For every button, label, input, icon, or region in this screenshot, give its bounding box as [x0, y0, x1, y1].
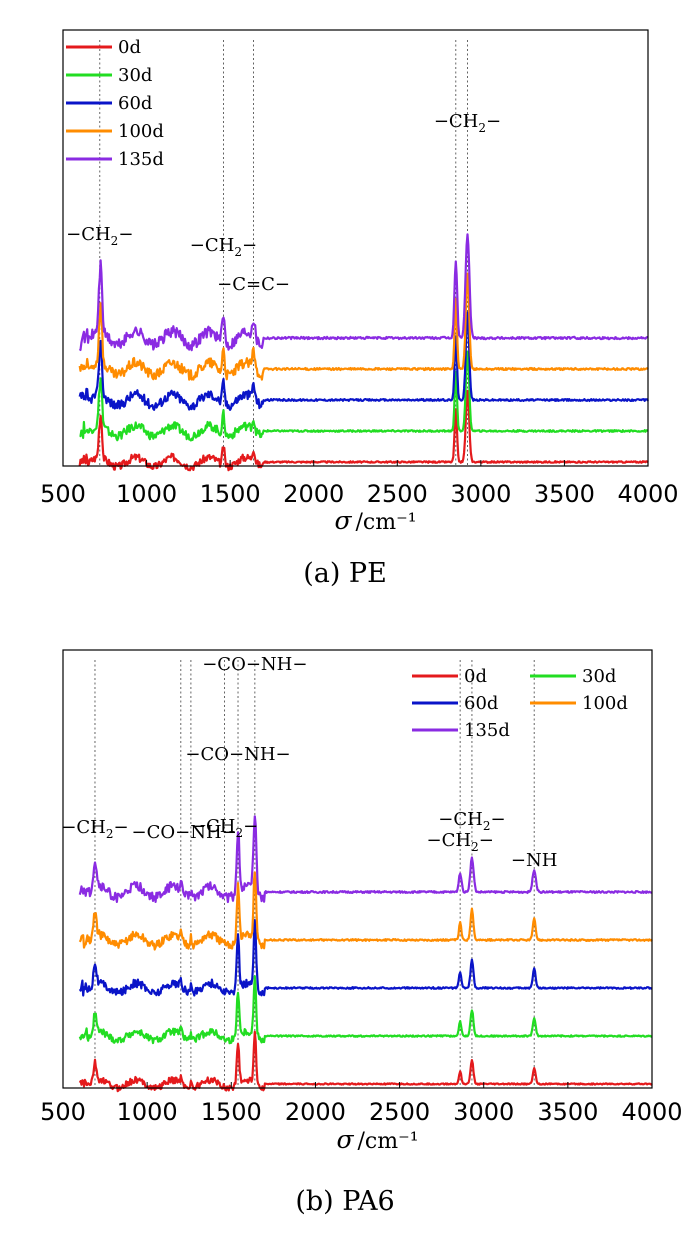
x-tick-label: 3000	[450, 480, 511, 508]
series-135d	[78, 233, 649, 352]
series-30d	[78, 975, 653, 1045]
x-tick-label: 4000	[617, 480, 678, 508]
legend-label: 60d	[464, 693, 498, 714]
series-60d	[78, 311, 649, 411]
legend-label: 30d	[118, 65, 152, 86]
panel-caption: (a) PE	[303, 558, 387, 589]
peak-annotation: −CH2−	[61, 817, 128, 841]
series-100d	[78, 272, 649, 381]
legend-label: 135d	[464, 720, 510, 741]
series-60d	[78, 919, 653, 997]
x-tick-label: 1500	[200, 480, 261, 508]
legend-label: 60d	[118, 93, 152, 114]
x-axis-symbol: σ	[336, 1125, 354, 1154]
series-135d	[78, 815, 653, 904]
plot-area	[62, 649, 653, 1089]
series-100d	[78, 871, 653, 951]
peak-annotation: −NH	[511, 850, 558, 871]
peak-annotation: −CH2−	[190, 235, 257, 259]
peak-annotation: −CH2−	[438, 809, 505, 833]
x-tick-label: 500	[40, 1098, 86, 1126]
plot-area	[62, 29, 649, 467]
legend-label: 100d	[582, 693, 628, 714]
x-tick-label: 3500	[534, 480, 595, 508]
x-tick-label: 2000	[283, 480, 344, 508]
panel-a: 500 1000 1500 2000 2500 3000 3500 4000 σ/cm⁻¹ 0d 3…	[40, 29, 679, 589]
x-axis-unit: /cm⁻¹	[358, 1129, 419, 1154]
peak-annotation: −CH2−	[427, 830, 494, 854]
x-axis-title: σ/cm⁻¹	[334, 506, 416, 535]
x-tick-label: 500	[40, 480, 86, 508]
peak-annotation: −CH2−	[66, 224, 133, 248]
peak-annotation: −C=C−	[217, 274, 290, 295]
peak-annotation: −CH2−	[434, 111, 501, 135]
peak-annotation: −CO−NH−	[132, 822, 237, 843]
x-tick-label: 3500	[537, 1098, 598, 1126]
x-axis-unit: /cm⁻¹	[356, 510, 417, 535]
legend-label: 0d	[118, 37, 141, 58]
panel-caption: (b) PA6	[295, 1186, 394, 1217]
legend-label: 135d	[118, 149, 164, 170]
peak-annotation: −CH2−	[191, 816, 258, 840]
x-tick-label: 2500	[367, 480, 428, 508]
x-axis-title: σ/cm⁻¹	[336, 1125, 418, 1154]
series-0d	[78, 389, 649, 472]
x-tick-label: 2500	[369, 1098, 430, 1126]
peak-annotation: −CO−NH−	[202, 654, 307, 675]
x-tick-label: 1500	[201, 1098, 262, 1126]
legend-label: 30d	[582, 666, 616, 687]
peak-annotation: −CO−NH−	[185, 744, 290, 765]
series-0d	[78, 1030, 653, 1093]
x-tick-label: 2000	[285, 1098, 346, 1126]
x-tick-label: 4000	[621, 1098, 682, 1126]
x-tick-label: 1000	[117, 1098, 178, 1126]
x-axis-symbol: σ	[334, 506, 352, 535]
x-tick-label: 1000	[116, 480, 177, 508]
legend-label: 0d	[464, 666, 487, 687]
legend-label: 100d	[118, 121, 164, 142]
x-tick-label: 3000	[453, 1098, 514, 1126]
series-30d	[79, 350, 649, 442]
panel-b: 500 1000 1500 2000 2500 3000 3500 4000 σ/cm⁻¹ 0d 3…	[40, 649, 683, 1217]
